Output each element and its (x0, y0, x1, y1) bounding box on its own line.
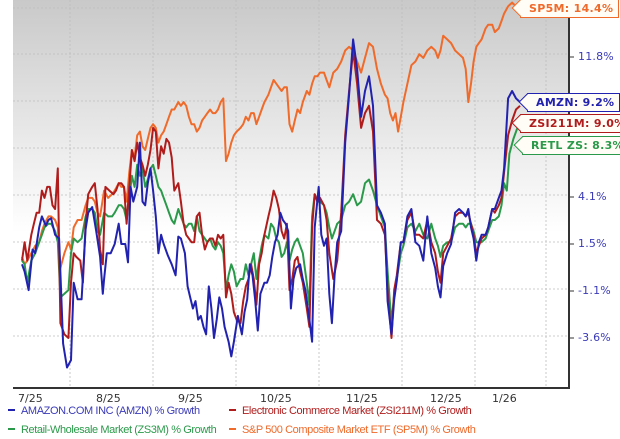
x-tick-label: 10/25 (260, 392, 292, 405)
end-label-amzn: AMZN: 9.2% (527, 93, 620, 112)
x-tick-label: 12/25 (430, 392, 462, 405)
legend-swatch-amzn (8, 409, 15, 412)
end-label-sp5m: SP5M: 14.4% (520, 0, 620, 18)
x-tick-label: 11/25 (346, 392, 378, 405)
series-lines (21, 1, 521, 369)
y-tick-label: 1.5% (578, 237, 607, 250)
legend-swatch-sp5m (229, 428, 236, 431)
x-tick-label: 1/26 (492, 392, 517, 405)
legend-label-zsi211m: Electronic Commerce Market (ZSI211M) % G… (242, 405, 472, 417)
legend-item-amzn[interactable]: AMAZON.COM INC (AMZN) % Growth (8, 405, 200, 417)
y-tick-label: -3.6% (578, 331, 611, 344)
series-line-sp5m (21, 1, 520, 269)
y-tick-label: -1.1% (578, 284, 611, 297)
end-label-retl: RETL ZS: 8.3% (522, 136, 620, 155)
legend-item-zs3m[interactable]: Retail-Wholesale Market (ZS3M) % Growth (8, 424, 217, 436)
series-line-amzn (21, 38, 521, 369)
legend-label-zs3m: Retail-Wholesale Market (ZS3M) % Growth (21, 424, 217, 436)
legend-swatch-zsi211m (229, 409, 236, 412)
end-label-zsi211m: ZSI211M: 9.0% (520, 114, 620, 133)
legend-label-amzn: AMAZON.COM INC (AMZN) % Growth (21, 405, 200, 417)
x-tick-label: 9/25 (178, 392, 203, 405)
y-tick-label: 4.1% (578, 190, 607, 203)
legend-swatch-zs3m (8, 428, 15, 431)
x-tick-label: 8/25 (96, 392, 121, 405)
legend-label-sp5m: S&P 500 Composite Market ETF (SP5M) % Gr… (242, 424, 476, 436)
legend-item-sp5m[interactable]: S&P 500 Composite Market ETF (SP5M) % Gr… (229, 424, 476, 436)
x-tick-label: 7/25 (18, 392, 43, 405)
y-tick-label: 11.8% (578, 50, 614, 63)
legend-item-zsi211m[interactable]: Electronic Commerce Market (ZSI211M) % G… (229, 405, 472, 417)
